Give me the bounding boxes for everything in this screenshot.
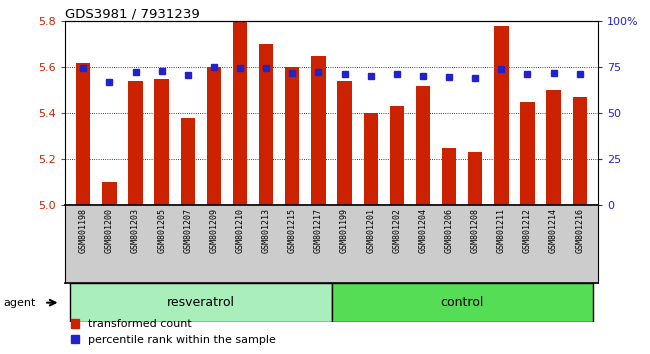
Text: agent: agent bbox=[3, 298, 36, 308]
Bar bbox=[155, 79, 169, 205]
Text: GSM801200: GSM801200 bbox=[105, 208, 114, 253]
Legend: transformed count, percentile rank within the sample: transformed count, percentile rank withi… bbox=[71, 319, 276, 345]
Text: GSM801212: GSM801212 bbox=[523, 208, 532, 253]
Bar bbox=[181, 118, 195, 205]
Bar bbox=[337, 81, 352, 205]
Text: GSM801214: GSM801214 bbox=[549, 208, 558, 253]
Text: GSM801217: GSM801217 bbox=[314, 208, 323, 253]
Text: GSM801215: GSM801215 bbox=[288, 208, 297, 253]
Bar bbox=[547, 90, 561, 205]
Bar bbox=[102, 182, 116, 205]
Text: GSM801213: GSM801213 bbox=[262, 208, 270, 253]
Bar bbox=[573, 97, 587, 205]
Text: GSM801201: GSM801201 bbox=[366, 208, 375, 253]
Text: GSM801216: GSM801216 bbox=[575, 208, 584, 253]
Bar bbox=[128, 81, 143, 205]
Bar bbox=[233, 21, 247, 205]
Text: GSM801206: GSM801206 bbox=[445, 208, 454, 253]
Text: GSM801203: GSM801203 bbox=[131, 208, 140, 253]
Text: resveratrol: resveratrol bbox=[167, 296, 235, 309]
Text: GSM801198: GSM801198 bbox=[79, 208, 88, 253]
Text: GSM801210: GSM801210 bbox=[235, 208, 244, 253]
Bar bbox=[332, 283, 593, 322]
Bar bbox=[442, 148, 456, 205]
Text: GDS3981 / 7931239: GDS3981 / 7931239 bbox=[65, 7, 200, 20]
Bar bbox=[285, 67, 300, 205]
Bar bbox=[468, 152, 482, 205]
Bar bbox=[76, 63, 90, 205]
Text: GSM801207: GSM801207 bbox=[183, 208, 192, 253]
Text: GSM801205: GSM801205 bbox=[157, 208, 166, 253]
Text: GSM801204: GSM801204 bbox=[419, 208, 428, 253]
Bar bbox=[70, 283, 332, 322]
Bar bbox=[311, 56, 326, 205]
Text: GSM801199: GSM801199 bbox=[340, 208, 349, 253]
Text: GSM801202: GSM801202 bbox=[393, 208, 401, 253]
Bar bbox=[494, 26, 508, 205]
Text: control: control bbox=[441, 296, 484, 309]
Bar bbox=[416, 86, 430, 205]
Text: GSM801211: GSM801211 bbox=[497, 208, 506, 253]
Text: GSM801209: GSM801209 bbox=[209, 208, 218, 253]
Bar bbox=[520, 102, 535, 205]
Bar bbox=[363, 113, 378, 205]
Bar bbox=[207, 67, 221, 205]
Bar bbox=[259, 44, 274, 205]
Bar bbox=[389, 106, 404, 205]
Text: GSM801208: GSM801208 bbox=[471, 208, 480, 253]
